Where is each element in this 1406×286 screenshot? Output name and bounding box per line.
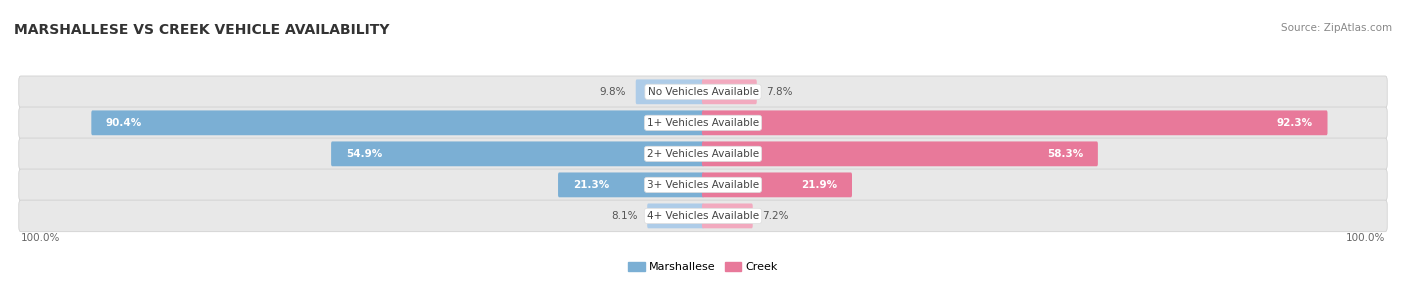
FancyBboxPatch shape xyxy=(636,80,704,104)
FancyBboxPatch shape xyxy=(18,76,1388,108)
FancyBboxPatch shape xyxy=(702,204,752,228)
FancyBboxPatch shape xyxy=(702,80,756,104)
Text: 58.3%: 58.3% xyxy=(1047,149,1083,159)
Text: 90.4%: 90.4% xyxy=(105,118,142,128)
Text: 1+ Vehicles Available: 1+ Vehicles Available xyxy=(647,118,759,128)
FancyBboxPatch shape xyxy=(18,200,1388,232)
Text: 2+ Vehicles Available: 2+ Vehicles Available xyxy=(647,149,759,159)
FancyBboxPatch shape xyxy=(702,172,852,197)
Text: 100.0%: 100.0% xyxy=(1346,233,1385,243)
FancyBboxPatch shape xyxy=(18,138,1388,170)
Text: 21.3%: 21.3% xyxy=(572,180,609,190)
Text: 3+ Vehicles Available: 3+ Vehicles Available xyxy=(647,180,759,190)
FancyBboxPatch shape xyxy=(647,204,704,228)
Text: 7.8%: 7.8% xyxy=(766,87,793,97)
Legend: Marshallese, Creek: Marshallese, Creek xyxy=(623,257,783,277)
FancyBboxPatch shape xyxy=(702,110,1327,135)
FancyBboxPatch shape xyxy=(91,110,704,135)
Text: 8.1%: 8.1% xyxy=(612,211,637,221)
Text: 7.2%: 7.2% xyxy=(762,211,789,221)
FancyBboxPatch shape xyxy=(702,142,1098,166)
Text: 4+ Vehicles Available: 4+ Vehicles Available xyxy=(647,211,759,221)
Text: 21.9%: 21.9% xyxy=(801,180,838,190)
Text: 92.3%: 92.3% xyxy=(1277,118,1313,128)
FancyBboxPatch shape xyxy=(330,142,704,166)
Text: No Vehicles Available: No Vehicles Available xyxy=(648,87,758,97)
Text: 9.8%: 9.8% xyxy=(599,87,626,97)
FancyBboxPatch shape xyxy=(18,169,1388,201)
Text: 54.9%: 54.9% xyxy=(346,149,382,159)
FancyBboxPatch shape xyxy=(558,172,704,197)
Text: Source: ZipAtlas.com: Source: ZipAtlas.com xyxy=(1281,23,1392,33)
FancyBboxPatch shape xyxy=(18,107,1388,139)
Text: 100.0%: 100.0% xyxy=(21,233,60,243)
Text: MARSHALLESE VS CREEK VEHICLE AVAILABILITY: MARSHALLESE VS CREEK VEHICLE AVAILABILIT… xyxy=(14,23,389,37)
